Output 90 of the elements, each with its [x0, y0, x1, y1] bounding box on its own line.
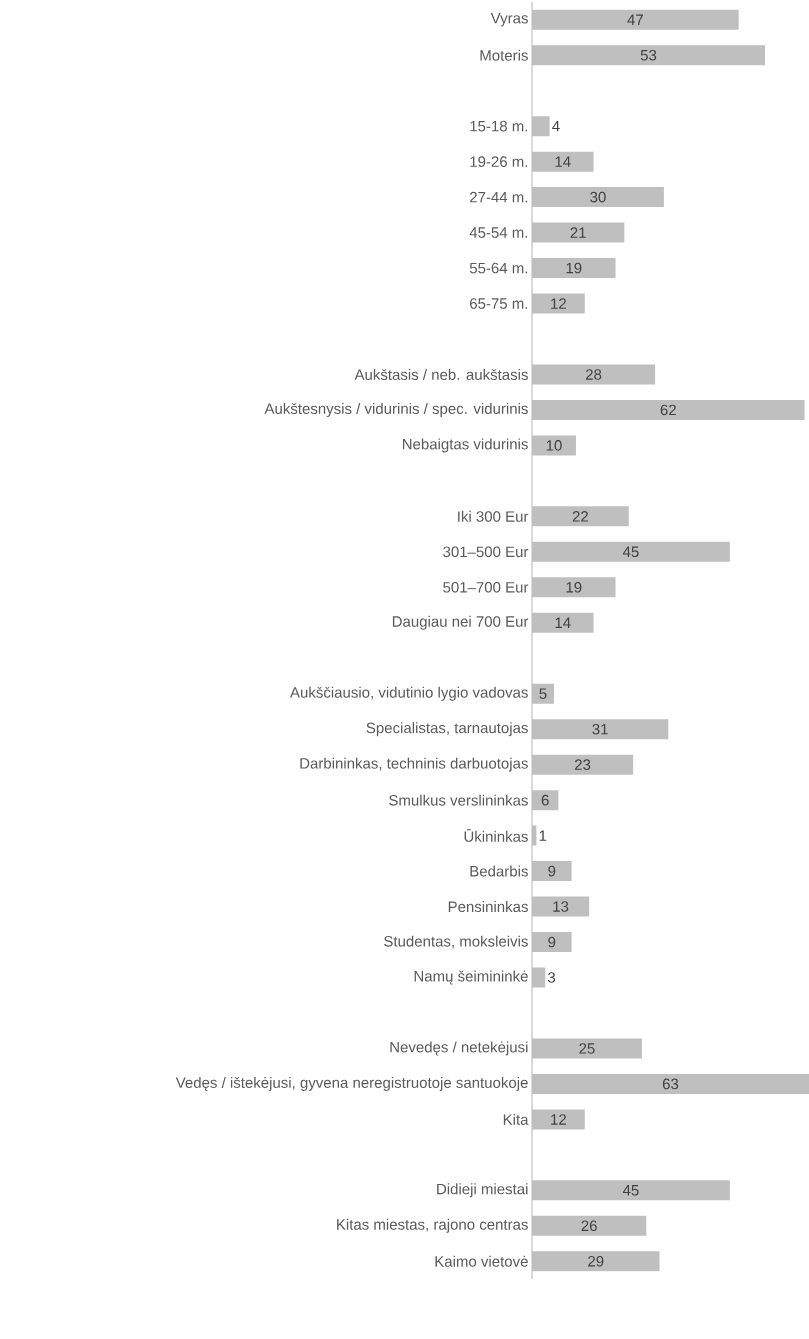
data-label: 9	[548, 936, 556, 948]
bar	[532, 1038, 642, 1059]
data-label: 26	[581, 1220, 597, 1232]
data-label: 30	[590, 191, 606, 203]
y-tick-label: 65-75 m.	[470, 298, 528, 309]
y-tick-label: Bedarbis	[470, 865, 528, 877]
y-tick-label: 301–500 Eur	[443, 546, 529, 558]
bar	[532, 1215, 647, 1236]
bar	[532, 861, 572, 882]
bar	[532, 506, 629, 527]
y-tick-label: Aukštasis / neb. aukštasis	[354, 368, 528, 380]
y-tick-label: Kaimo vietovė	[435, 1255, 528, 1267]
bar	[532, 9, 739, 30]
y-tick-label: 27-44 m.	[470, 191, 528, 203]
y-tick-label: Moteris	[480, 49, 528, 61]
y-tick-label: Kita	[503, 1113, 529, 1125]
data-label: 14	[555, 617, 571, 628]
y-tick-label: Aukščiausio, vidutinio lygio vadovas	[290, 686, 528, 701]
y-tick-label: Kitas miestas, rajono centras	[337, 1218, 528, 1233]
bar	[532, 45, 766, 66]
y-tick-label: 501–700 Eur	[443, 581, 529, 593]
data-label: 47	[627, 14, 643, 25]
bar	[532, 151, 594, 172]
data-label: 12	[551, 298, 566, 309]
data-label: 1	[539, 830, 547, 841]
bar	[532, 293, 585, 314]
data-label: 21	[570, 227, 586, 238]
data-label: 22	[572, 511, 588, 522]
bar	[532, 719, 669, 740]
y-tick-label: 55-64 m.	[469, 262, 528, 274]
y-tick-label: Pensininkas	[448, 901, 528, 913]
data-label: 3	[547, 972, 556, 983]
data-label: 45	[622, 1185, 639, 1196]
y-tick-label: 45-54 m.	[469, 227, 528, 238]
bar	[532, 754, 634, 775]
data-label: 62	[660, 404, 676, 416]
data-label: 19	[566, 581, 582, 593]
data-label: 29	[588, 1255, 604, 1267]
data-label: 6	[541, 794, 549, 806]
data-label: 63	[662, 1078, 679, 1090]
y-tick-label: Nebaigtas vidurinis	[402, 438, 528, 453]
y-tick-label: Daugiau nei 700 Eur	[392, 615, 529, 630]
y-tick-label: Aukštesnysis / vidurinis / spec. vidurinis	[264, 402, 528, 417]
bar	[532, 116, 550, 137]
bar	[532, 399, 805, 420]
bar	[532, 932, 572, 953]
bar	[532, 1109, 585, 1130]
data-label: 25	[579, 1043, 595, 1054]
bar	[532, 1073, 809, 1094]
y-tick-label: 15-18 m.	[470, 120, 528, 132]
y-tick-label: Darbininkas, techninis darbuotojas	[300, 757, 528, 772]
data-label: 53	[640, 49, 657, 61]
y-tick-label: Didieji miestai	[437, 1183, 528, 1198]
bar	[532, 896, 590, 917]
bar	[532, 364, 656, 385]
data-label: 31	[592, 723, 608, 735]
bar	[532, 1180, 730, 1201]
data-label: 28	[585, 369, 602, 380]
data-label: 9	[548, 865, 556, 877]
data-label: 45	[622, 546, 639, 558]
data-label: 12	[551, 1114, 566, 1125]
data-label: 19	[566, 262, 582, 274]
data-label: 5	[539, 688, 547, 699]
bar	[532, 825, 537, 846]
y-tick-label: Ūkininkas	[464, 829, 528, 842]
y-tick-label: Vyras	[490, 13, 528, 27]
y-tick-label: Iki 300 Eur	[458, 510, 529, 522]
y-tick-label: Vedęs / ištekėjusi, gyvena neregistruotoje santuokoje	[175, 1076, 528, 1091]
data-label: 23	[574, 759, 591, 770]
data-label: 4	[552, 121, 560, 132]
bar	[532, 435, 576, 456]
bar	[532, 577, 616, 598]
bar	[532, 683, 554, 704]
data-label: 10	[546, 440, 562, 451]
bar	[532, 612, 594, 633]
bar	[532, 541, 730, 562]
y-tick-label: Smulkus verslininkas	[389, 794, 528, 806]
y-tick-label: Namų šeimininkė	[414, 970, 528, 985]
y-tick-label: Nevedęs / netekėjusi	[390, 1041, 528, 1056]
data-label: 14	[555, 156, 571, 167]
bar	[532, 1251, 660, 1272]
y-tick-label: Studentas, moksleivis	[384, 935, 528, 949]
bar	[532, 790, 559, 811]
bar	[532, 187, 664, 208]
bar	[532, 258, 616, 279]
bar	[532, 967, 546, 988]
bar	[532, 222, 625, 243]
data-label: 13	[553, 901, 569, 912]
y-tick-label: 19-26 m.	[470, 156, 528, 167]
y-tick-label: Specialistas, tarnautojas	[366, 722, 528, 737]
